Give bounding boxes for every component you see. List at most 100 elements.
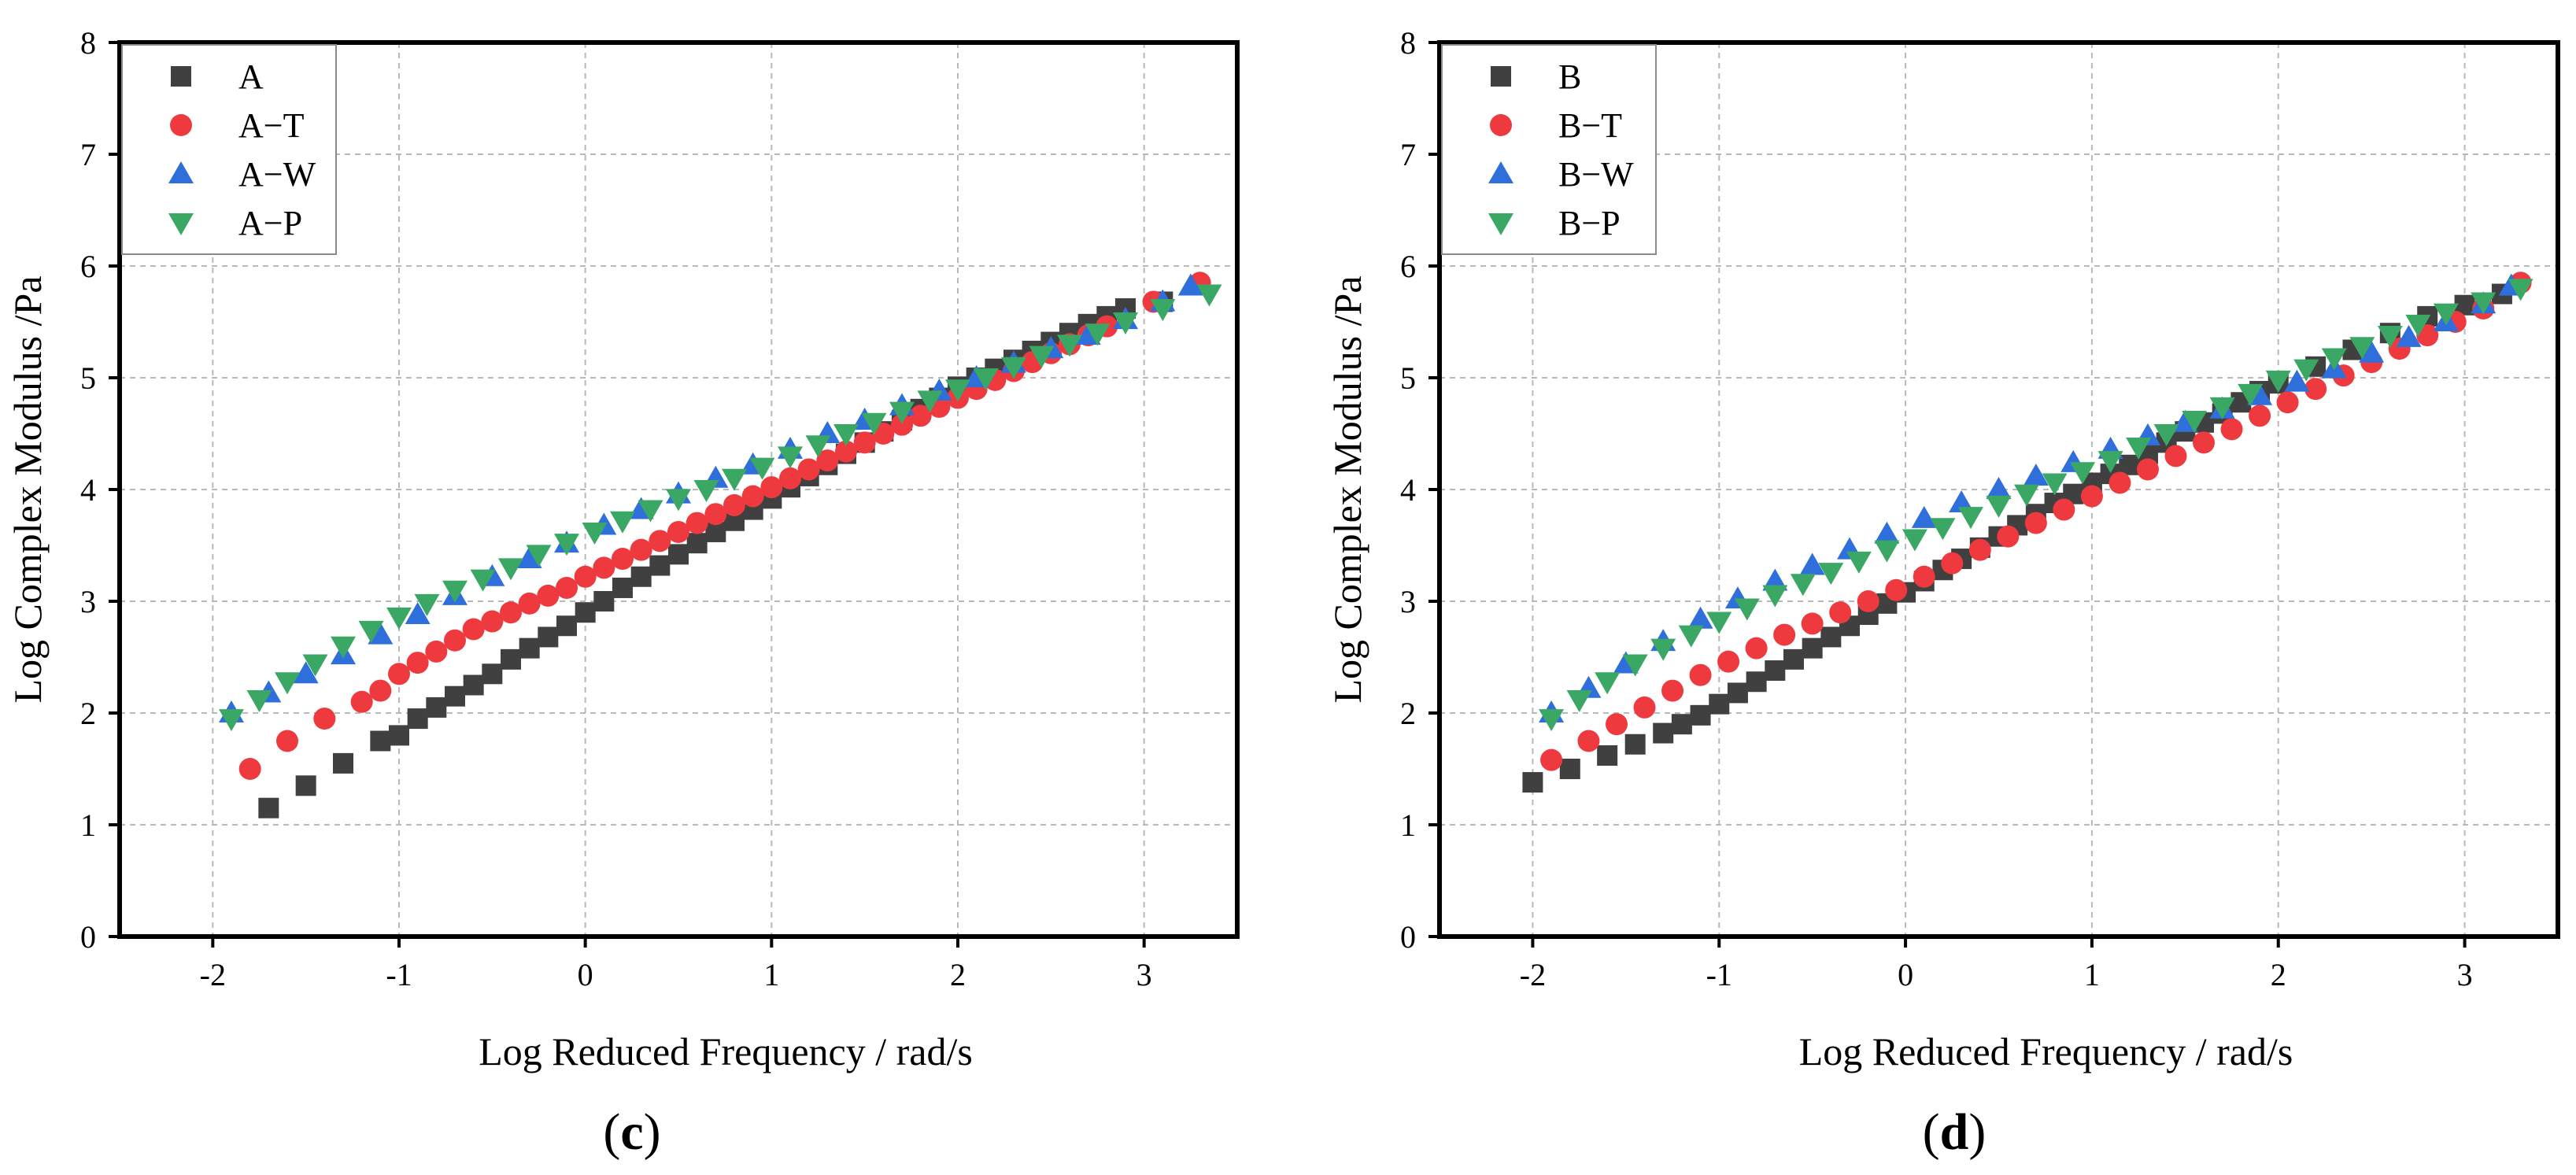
data-point — [2508, 279, 2533, 301]
data-point — [1709, 693, 1730, 715]
data-point — [350, 690, 373, 713]
data-point — [1706, 612, 1732, 634]
data-point — [1177, 273, 1203, 296]
data-point — [835, 440, 857, 463]
data-point — [649, 555, 671, 576]
data-point — [1773, 623, 1796, 646]
x-tick-label: 0 — [578, 957, 593, 992]
data-point — [426, 697, 447, 718]
data-point — [1622, 654, 1648, 677]
data-point — [909, 405, 932, 427]
data-point — [1717, 650, 1740, 673]
axis-ticks-c: -2 -1 0 1 2 3 0 1 2 3 4 5 6 7 8 — [80, 25, 1152, 992]
data-point — [1885, 578, 1908, 601]
data-point — [1957, 507, 1983, 530]
legend-label: A — [238, 57, 264, 96]
legend-label: B−P — [1558, 204, 1621, 242]
data-point — [1818, 563, 1844, 586]
data-point — [368, 622, 394, 645]
data-point — [2024, 512, 2047, 534]
data-point — [1734, 598, 1760, 621]
data-point — [853, 431, 876, 454]
data-point — [2238, 383, 2264, 406]
data-point — [2304, 378, 2327, 401]
data-point — [2284, 369, 2310, 392]
x-axis-label-d: Log Reduced Frequency / rad/s — [1799, 1029, 2293, 1073]
x-tick-label: -2 — [200, 957, 226, 992]
data-point — [593, 556, 615, 579]
data-point — [463, 674, 484, 696]
data-point — [1661, 679, 1684, 702]
legend-box — [121, 44, 337, 255]
data-point — [1624, 733, 1646, 755]
data-point — [666, 489, 691, 512]
data-point — [2053, 498, 2075, 521]
y-tick-label: 5 — [80, 360, 96, 396]
data-point — [1690, 704, 1711, 726]
data-point — [388, 663, 410, 685]
data-point — [1559, 759, 1580, 779]
panel-d: -2 -1 0 1 2 3 0 1 2 3 4 5 6 7 8 B B−T B−W B−P Log Reduced… — [1325, 25, 2560, 1161]
data-point — [1746, 671, 1767, 693]
legend-label: A−P — [238, 204, 302, 242]
data-point — [574, 565, 597, 588]
data-point — [1653, 722, 1674, 744]
x-tick-label: -2 — [1520, 957, 1546, 992]
data-point — [582, 522, 608, 545]
data-point — [630, 566, 652, 587]
data-point — [1783, 648, 1804, 670]
data-point — [610, 511, 635, 534]
y-tick-label: 6 — [80, 249, 96, 284]
data-point — [1874, 540, 1900, 563]
data-point — [778, 446, 803, 469]
data-point — [1997, 525, 2020, 548]
data-point — [686, 512, 708, 534]
data-point — [481, 610, 504, 633]
data-point — [331, 636, 356, 659]
y-tick-label: 1 — [80, 807, 96, 843]
legend-label: A−W — [238, 155, 316, 194]
data-point — [498, 558, 523, 581]
legend-c: A A−T A−W A−P — [121, 44, 337, 255]
data-point — [945, 379, 970, 402]
data-point — [2014, 484, 2040, 507]
data-point — [1968, 538, 1991, 561]
data-point — [2265, 370, 2291, 393]
data-point — [833, 424, 859, 446]
data-point — [526, 545, 552, 567]
data-point — [1671, 714, 1692, 735]
data-point — [805, 435, 831, 458]
y-tick-label: 7 — [80, 137, 96, 172]
data-point — [705, 521, 726, 542]
data-point — [668, 544, 689, 565]
data-point — [501, 648, 521, 670]
data-point — [369, 679, 392, 702]
data-point — [2193, 431, 2216, 454]
data-point — [2153, 424, 2179, 446]
data-point — [1650, 638, 1676, 661]
data-point — [276, 730, 298, 752]
data-point — [556, 576, 578, 599]
data-point — [500, 601, 522, 624]
data-point — [704, 503, 727, 526]
data-point — [538, 626, 559, 648]
data-point — [246, 689, 272, 712]
data-point — [723, 493, 745, 516]
data-point — [537, 584, 560, 607]
data-points-c — [219, 272, 1222, 818]
data-point — [693, 480, 719, 502]
data-point — [444, 629, 466, 652]
y-tick-label: 5 — [1400, 360, 1416, 396]
data-point — [861, 412, 887, 435]
legend-d: B B−T B−W B−P — [1441, 44, 1657, 255]
data-point — [414, 593, 440, 616]
data-point — [1687, 606, 1713, 629]
data-point — [238, 758, 261, 780]
legend-marker — [168, 161, 194, 183]
data-point — [1949, 490, 1975, 513]
data-point — [749, 457, 775, 480]
data-point — [686, 533, 708, 554]
data-point — [470, 569, 496, 592]
data-point — [313, 708, 336, 730]
